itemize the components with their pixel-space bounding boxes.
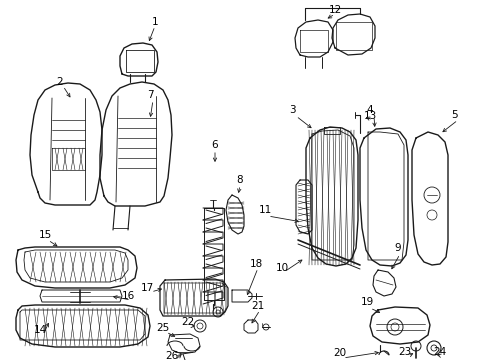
Text: 23: 23 — [398, 347, 411, 357]
Text: 26: 26 — [165, 351, 178, 360]
Text: 6: 6 — [211, 140, 218, 150]
Text: 25: 25 — [156, 323, 169, 333]
Text: 24: 24 — [432, 347, 446, 357]
Text: 22: 22 — [181, 317, 194, 327]
Text: 7: 7 — [146, 90, 153, 100]
Text: 13: 13 — [363, 111, 376, 121]
Text: 12: 12 — [328, 5, 341, 15]
Text: 10: 10 — [275, 263, 288, 273]
Text: 11: 11 — [258, 205, 271, 215]
Text: 16: 16 — [121, 291, 134, 301]
Text: 14: 14 — [33, 325, 46, 335]
Text: 1: 1 — [151, 17, 158, 27]
Text: 8: 8 — [236, 175, 243, 185]
Text: 4: 4 — [366, 105, 372, 115]
Text: 15: 15 — [38, 230, 52, 240]
Text: 17: 17 — [140, 283, 153, 293]
Text: 19: 19 — [360, 297, 373, 307]
Text: 20: 20 — [333, 348, 346, 358]
Text: 9: 9 — [394, 243, 401, 253]
Text: 3: 3 — [288, 105, 295, 115]
Text: 2: 2 — [57, 77, 63, 87]
Text: 18: 18 — [249, 259, 262, 269]
Text: 5: 5 — [451, 110, 457, 120]
Text: 21: 21 — [251, 301, 264, 311]
